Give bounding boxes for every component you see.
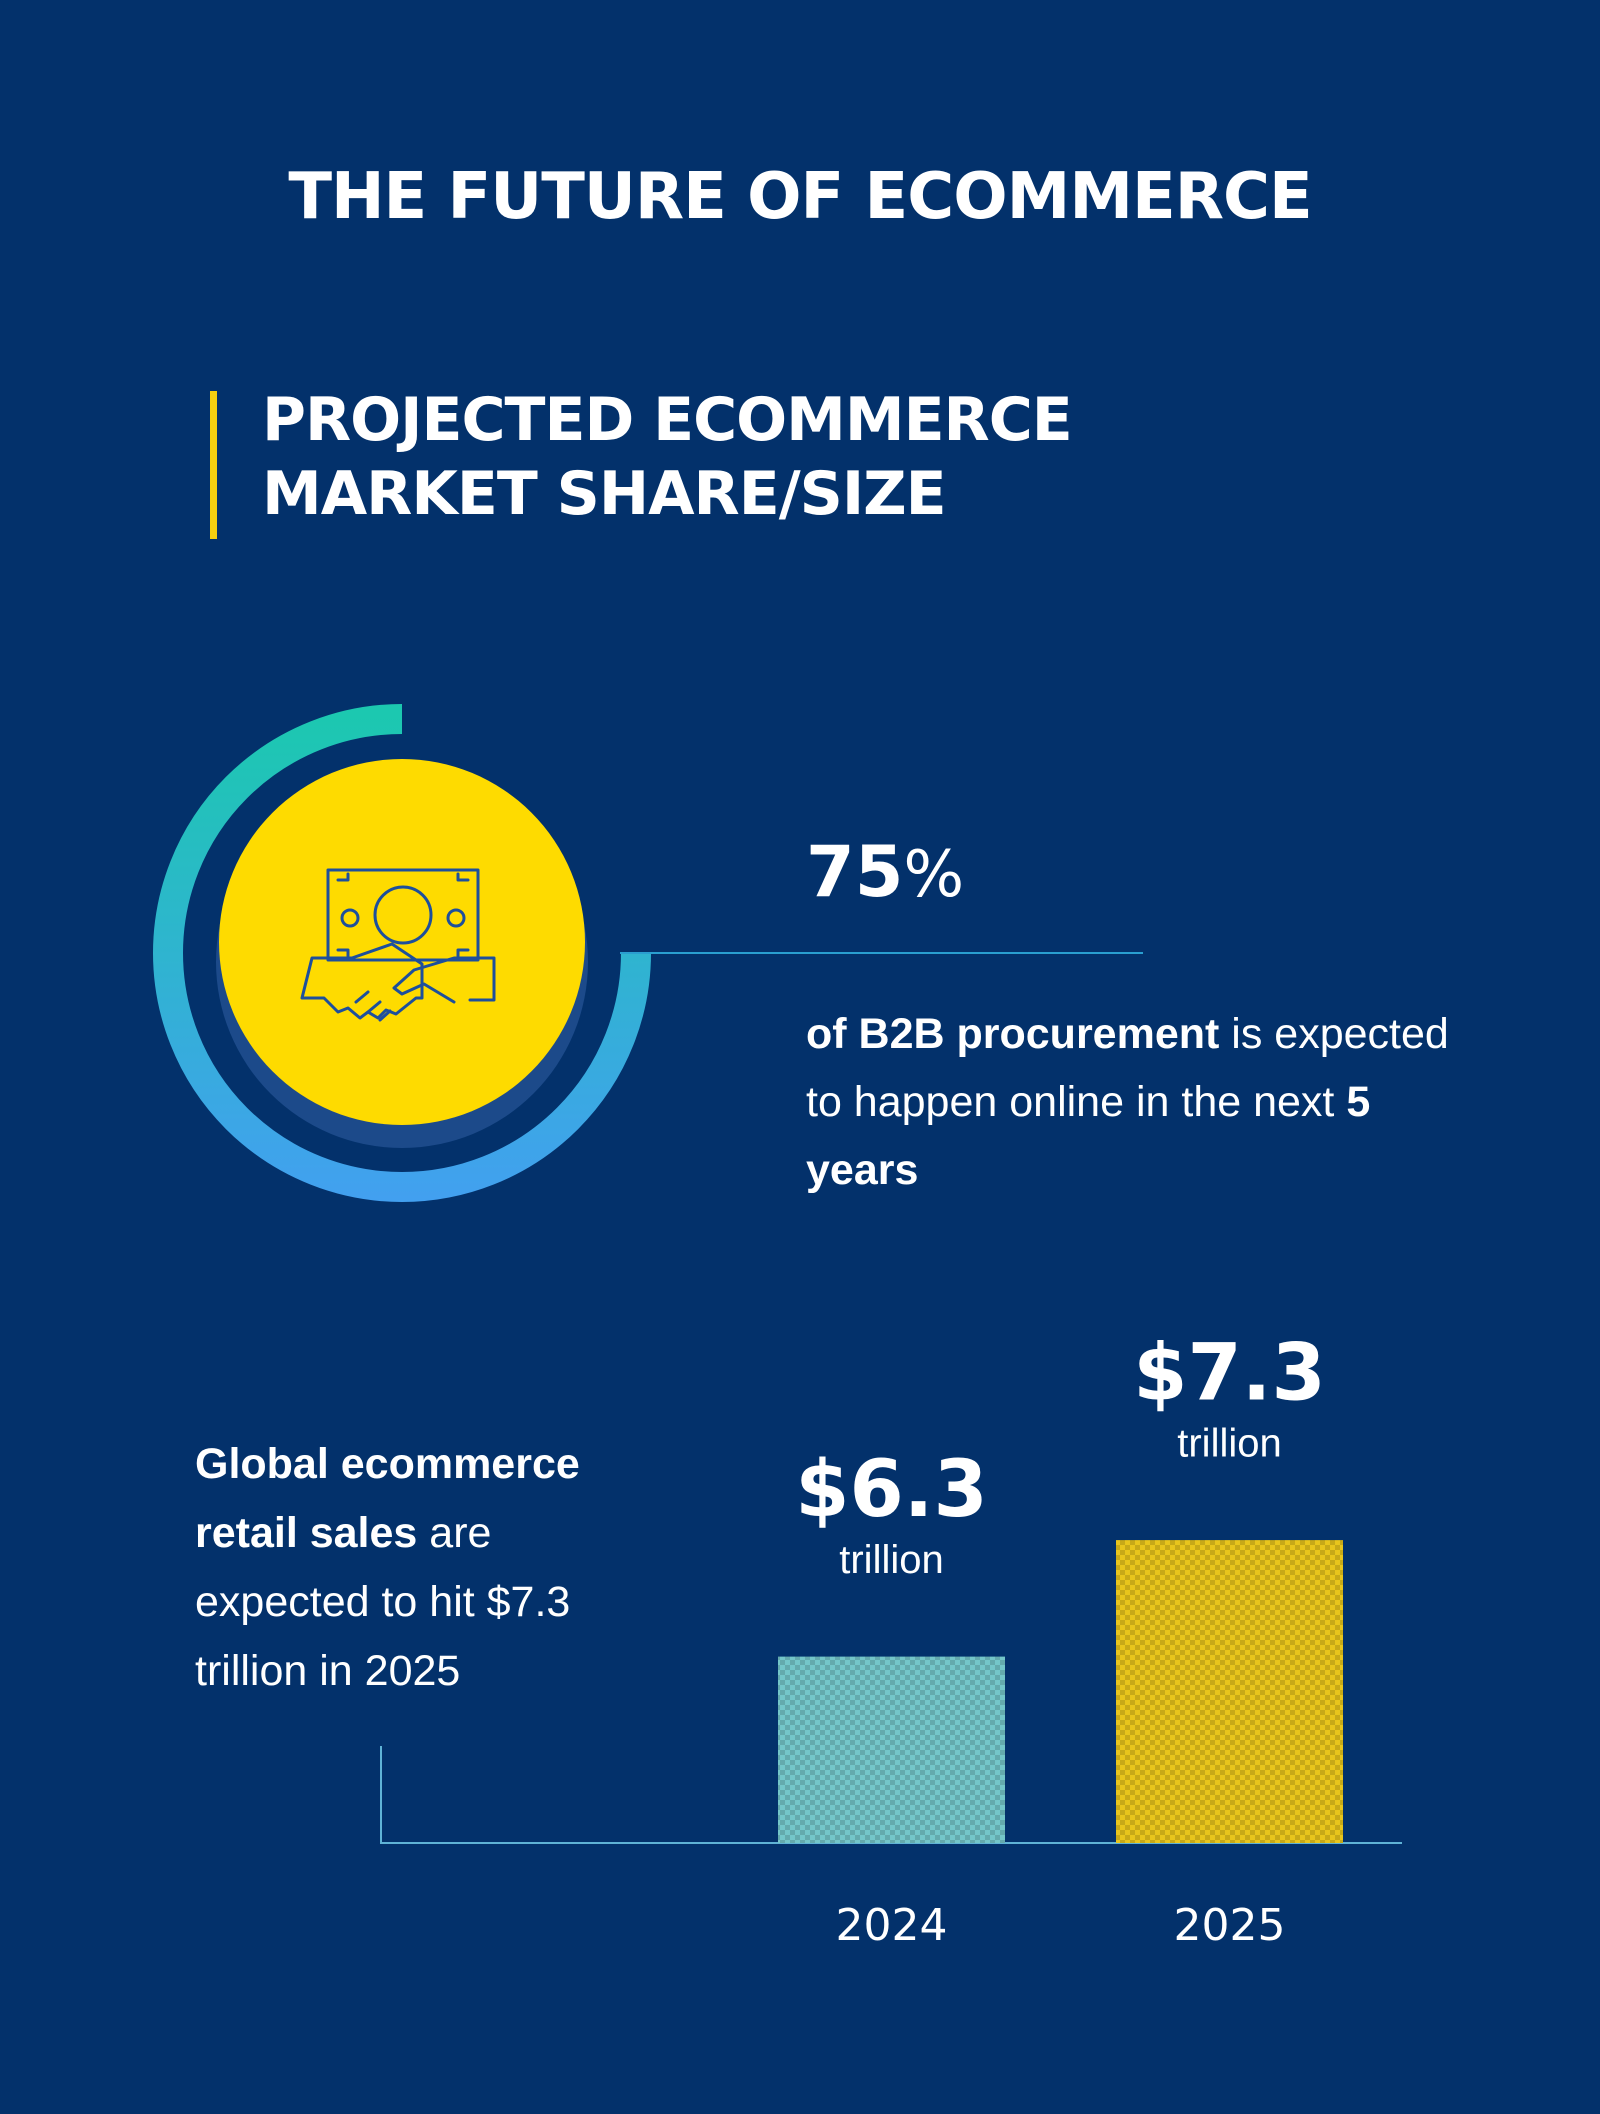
text-run: is expected to happen online in the next: [806, 1010, 1449, 1126]
section-title-line: PROJECTED ECOMMERCE: [262, 385, 1073, 455]
bar: [778, 1656, 1005, 1843]
value-label: $6.3: [795, 1445, 987, 1535]
progress-ring: [153, 704, 651, 1202]
stat-description: of B2B procurement is expected to happen…: [806, 1000, 1456, 1204]
chart-description: Global ecommerce retail sales are expect…: [195, 1430, 655, 1706]
text-run: Global ecommerce retail sales: [195, 1440, 580, 1557]
value-unit: trillion: [839, 1538, 943, 1582]
section-title: PROJECTED ECOMMERCE MARKET SHARE/SIZE: [262, 383, 1073, 531]
accent-bar: [210, 391, 217, 539]
stat-unit: %: [903, 838, 965, 912]
text-run: are expected to hit $7.3 trillion in 202…: [195, 1509, 571, 1695]
stat-number: 75: [806, 831, 904, 913]
text-run: of B2B procurement: [806, 1010, 1220, 1058]
value-unit: trillion: [1177, 1422, 1281, 1466]
handshake-icon: [300, 868, 496, 1022]
value-label: $7.3: [1133, 1329, 1325, 1419]
text-run: 5 years: [806, 1078, 1371, 1194]
x-tick-label: 2025: [1174, 1900, 1286, 1951]
bar: [1116, 1540, 1343, 1843]
title: THE FUTURE OF ECOMMERCE: [288, 160, 1312, 234]
x-tick-label: 2024: [836, 1900, 948, 1951]
stat-value: 75%: [806, 832, 964, 915]
section-title-line: MARKET SHARE/SIZE: [262, 459, 947, 529]
